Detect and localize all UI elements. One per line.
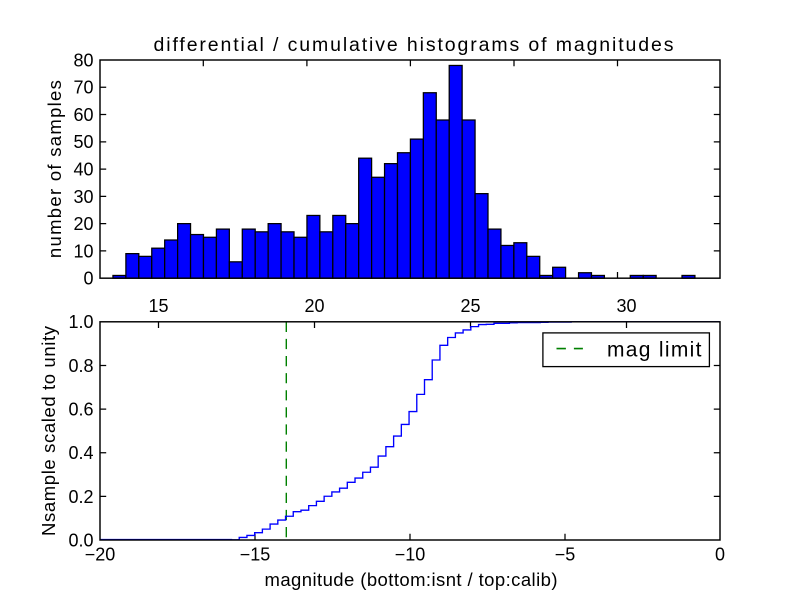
svg-text:−5: −5 [555, 544, 576, 564]
svg-text:0: 0 [715, 544, 725, 564]
svg-text:1.0: 1.0 [68, 312, 93, 332]
svg-text:−20: −20 [85, 544, 116, 564]
svg-text:20: 20 [304, 296, 324, 316]
svg-text:number of samples: number of samples [44, 80, 65, 258]
svg-text:0: 0 [83, 269, 93, 289]
svg-text:50: 50 [73, 132, 93, 152]
svg-text:magnitude (bottom:isnt / top:c: magnitude (bottom:isnt / top:calib) [265, 569, 558, 590]
svg-text:25: 25 [460, 296, 480, 316]
svg-text:10: 10 [73, 241, 93, 261]
svg-text:30: 30 [616, 296, 636, 316]
svg-text:15: 15 [148, 296, 168, 316]
svg-text:0.2: 0.2 [68, 487, 93, 507]
svg-text:differential / cumulative hist: differential / cumulative histograms of … [154, 34, 674, 56]
svg-text:0.0: 0.0 [68, 530, 93, 550]
svg-text:0.8: 0.8 [68, 356, 93, 376]
svg-text:20: 20 [73, 214, 93, 234]
svg-text:30: 30 [73, 187, 93, 207]
svg-text:0.4: 0.4 [68, 443, 93, 463]
svg-text:Nsample scaled to unity: Nsample scaled to unity [38, 325, 59, 536]
svg-text:40: 40 [73, 159, 93, 179]
svg-text:−15: −15 [240, 544, 271, 564]
svg-text:80: 80 [73, 50, 93, 70]
svg-text:0.6: 0.6 [68, 399, 93, 419]
svg-text:70: 70 [73, 78, 93, 98]
svg-text:mag limit: mag limit [607, 339, 702, 362]
svg-text:60: 60 [73, 105, 93, 125]
svg-text:−10: −10 [395, 544, 426, 564]
